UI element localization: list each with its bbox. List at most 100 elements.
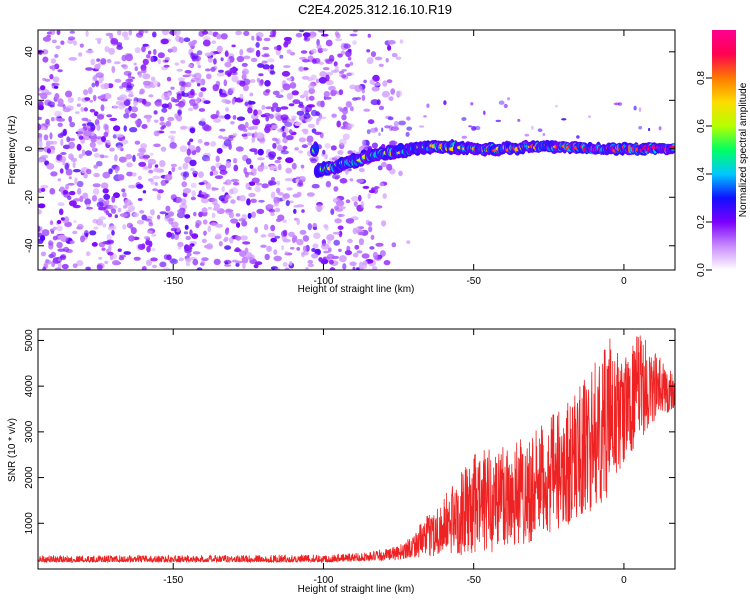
spectrogram-cell	[142, 43, 149, 47]
spectrogram-cell	[327, 238, 331, 245]
spectrogram-ytick-label: -40	[24, 238, 35, 253]
spectrogram-cell	[363, 108, 371, 112]
spectrogram-cell	[332, 231, 341, 235]
spectrogram-cell	[112, 260, 120, 266]
spectrogram-cell	[274, 159, 281, 164]
spectrogram-cell	[258, 199, 265, 203]
spectrogram-cell	[130, 106, 139, 113]
spectrogram-cell	[98, 257, 103, 260]
spectrogram-cell	[204, 141, 210, 146]
spectrogram-cell	[355, 226, 361, 234]
snr-xtick-label: 0	[621, 575, 627, 586]
spectrogram-cell	[260, 114, 267, 118]
spectrogram-cell	[182, 188, 192, 194]
spectrogram-cell	[221, 99, 230, 103]
spectrogram-cell	[389, 140, 398, 146]
spectrogram-cell	[122, 192, 127, 198]
spectrogram-cell	[224, 114, 231, 120]
spectrogram-cell	[127, 72, 132, 79]
spectrogram-cell	[522, 141, 527, 145]
spectrogram-cell	[334, 218, 342, 224]
spectrogram-cell	[207, 30, 214, 36]
spectrogram-cell	[280, 106, 289, 110]
spectrogram-cell	[46, 148, 52, 154]
spectrogram-cell	[265, 106, 273, 110]
spectrogram-cell	[230, 199, 236, 204]
spectrogram-cell	[326, 253, 335, 260]
spectrogram-cell	[289, 261, 293, 266]
spectrogram-cell	[361, 88, 365, 94]
spectrogram-cell	[461, 135, 467, 139]
spectrogram-cell	[206, 158, 211, 162]
spectrogram-cell	[38, 225, 41, 233]
spectrogram-cell	[293, 208, 297, 214]
spectrogram-cell	[370, 99, 379, 106]
spectrogram-cell	[182, 173, 187, 181]
spectrogram-cell	[338, 70, 345, 74]
spectrogram-cell	[82, 123, 87, 127]
spectrogram-cell	[576, 135, 580, 139]
spectrogram-cell	[38, 137, 43, 142]
spectrogram-cell	[72, 230, 78, 235]
spectrogram-cell	[157, 58, 162, 65]
spectrogram-cell	[276, 144, 283, 151]
spectrogram-cell	[554, 104, 558, 108]
spectrogram-cell	[56, 241, 63, 249]
spectrogram-cell	[69, 121, 76, 128]
spectrogram-cell	[125, 153, 133, 160]
spectrogram-cell	[231, 98, 236, 105]
spectrogram-cell	[118, 156, 127, 163]
spectrogram-cell	[216, 147, 223, 154]
spectrogram-cell	[284, 178, 293, 182]
spectrogram-cell	[270, 30, 276, 36]
spectrogram-cell	[41, 229, 50, 237]
snr-xlabel: Height of straight line (km)	[298, 584, 415, 595]
spectrogram-cell	[85, 49, 94, 54]
spectrogram-cell	[127, 94, 134, 98]
spectrogram-cell	[100, 182, 109, 189]
colorbar-tick-label: 0.8	[696, 71, 707, 85]
spectrogram-cell	[272, 102, 279, 109]
spectrogram-cell	[157, 189, 164, 194]
snr-xtick-label: -50	[466, 575, 481, 586]
spectrogram-cell	[291, 115, 297, 119]
spectrogram-cell	[181, 91, 185, 97]
spectrogram-cell	[372, 266, 378, 270]
spectrogram-cell	[85, 266, 91, 270]
spectrogram-cell	[366, 129, 371, 135]
spectrogram-cell	[167, 116, 175, 122]
spectrogram-cell	[236, 222, 241, 228]
spectrogram-cell	[638, 126, 643, 130]
spectrogram-cell	[190, 79, 195, 83]
spectrogram-cell	[306, 135, 314, 143]
spectrogram-cell	[358, 238, 364, 246]
spectrogram-cell	[183, 37, 191, 42]
spectrogram-cell	[284, 126, 289, 134]
spectrogram-cell	[83, 173, 88, 179]
spectrogram-cell	[191, 233, 199, 240]
spectrogram-cell	[326, 234, 335, 241]
spectrogram-cell	[245, 158, 252, 165]
spectrogram-cell	[301, 128, 309, 133]
spectrogram-cell	[38, 123, 42, 131]
spectrogram-cell	[288, 129, 293, 134]
spectrogram-cell	[92, 183, 101, 188]
spectrogram-cell	[103, 193, 111, 200]
spectrogram-cell	[334, 31, 339, 37]
spectrogram-cell	[214, 175, 224, 180]
spectrogram-cell	[53, 85, 59, 89]
spectrogram-cell	[371, 142, 378, 149]
spectrogram-cell	[233, 164, 239, 172]
spectrogram-cell	[69, 190, 76, 196]
spectrogram-cell	[180, 125, 189, 130]
spectrogram-cell	[65, 168, 73, 176]
spectrogram-ytick-label: 40	[24, 46, 35, 58]
spectrogram-ytick-label: 20	[24, 94, 35, 106]
spectrogram-cell	[38, 203, 46, 209]
spectrogram-cell	[170, 227, 178, 232]
spectrogram-cell	[385, 58, 389, 63]
spectrogram-cell	[218, 241, 223, 247]
spectrogram-cell	[260, 165, 269, 170]
spectrogram-cell	[273, 196, 281, 204]
spectrogram-cell	[105, 210, 110, 216]
